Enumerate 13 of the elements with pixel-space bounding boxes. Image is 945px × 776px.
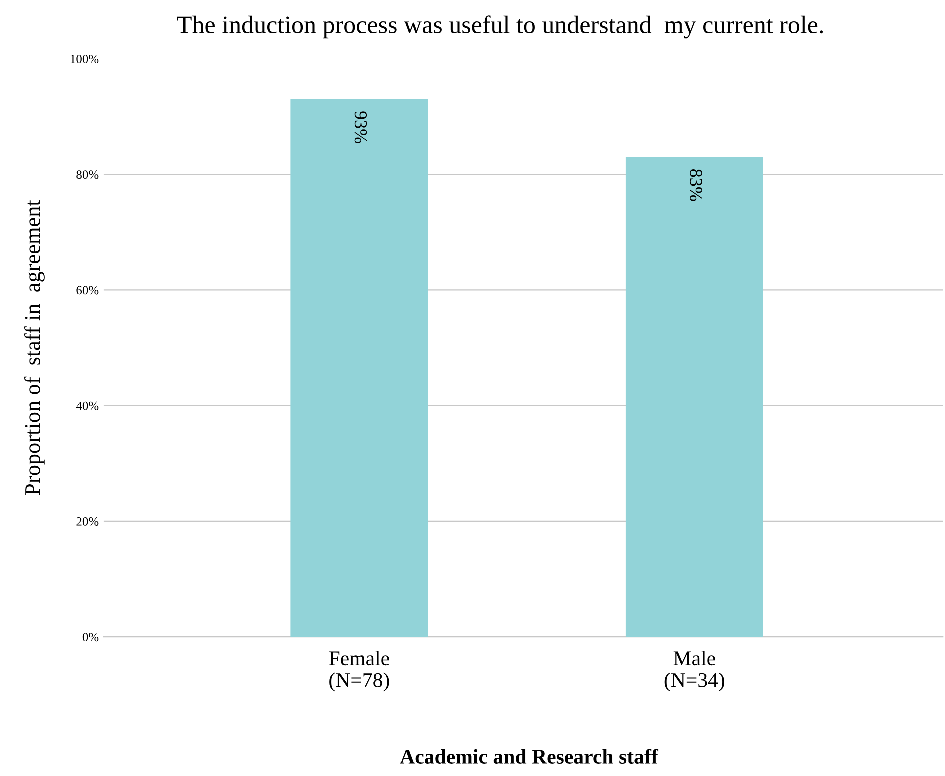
- data-label: 83%: [690, 170, 702, 202]
- y-tick-label: 80%: [76, 170, 99, 180]
- y-tick-label: 60%: [76, 286, 99, 295]
- y-axis-title: Proportion of staff in agreement: [24, 200, 45, 496]
- x-tick-label: Female (N=78): [329, 650, 390, 692]
- chart-title: The induction process was useful to understand my current role.: [177, 16, 824, 39]
- y-tick-label: 20%: [76, 517, 99, 526]
- y-tick-label: 100%: [71, 55, 99, 64]
- y-tick-label: 0%: [82, 633, 99, 642]
- y-tick-label: 40%: [76, 402, 99, 410]
- data-label: 93%: [354, 112, 368, 144]
- x-axis-title: Academic and Research staff: [400, 749, 659, 764]
- x-tick-label: Male (N=34): [664, 650, 725, 692]
